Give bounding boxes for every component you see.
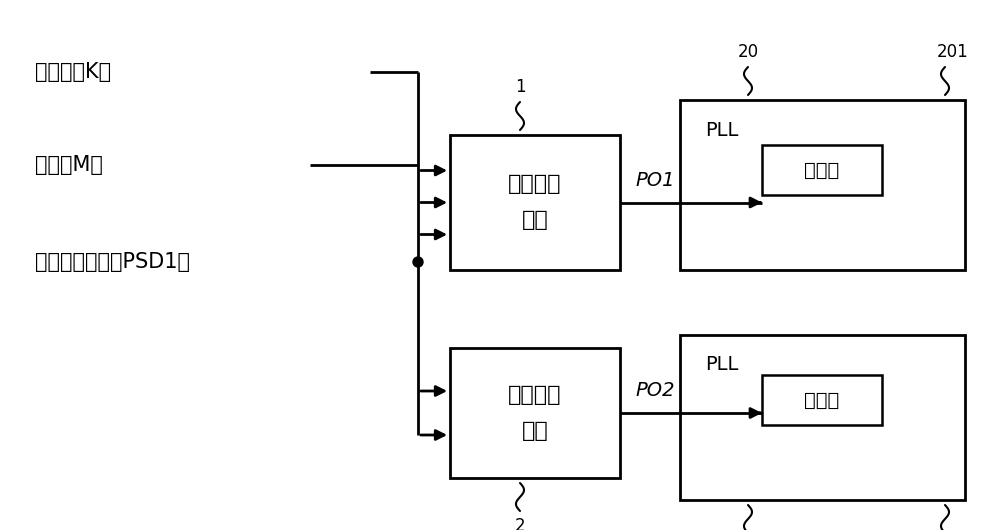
Text: PO1: PO1 [635,171,675,190]
Bar [680,100,965,270]
Text: PLL: PLL [705,120,739,139]
Bar [762,375,882,425]
Bar [450,348,620,478]
Text: 脉冲移位: 脉冲移位 [508,174,562,195]
Text: 相位设定信号（PSD1）: 相位设定信号（PSD1） [35,252,190,272]
Text: PO2: PO2 [635,382,675,401]
Text: 电路: 电路 [522,210,548,231]
Text: 分频器: 分频器 [804,161,840,180]
Text: 201: 201 [937,43,969,61]
Text: 1: 1 [515,78,525,96]
Text: 分频器: 分频器 [804,391,840,410]
Text: 模数（M）: 模数（M） [35,155,103,175]
Bar [450,135,620,270]
Text: 2: 2 [515,517,525,530]
Text: 分数值（K）: 分数值（K） [35,62,111,82]
Bar [680,335,965,500]
Bar [762,145,882,195]
Text: 电路: 电路 [522,421,548,441]
Circle shape [413,257,423,267]
Text: PLL: PLL [705,356,739,375]
Text: 基准脉冲: 基准脉冲 [508,385,562,405]
Text: 20: 20 [737,43,759,61]
